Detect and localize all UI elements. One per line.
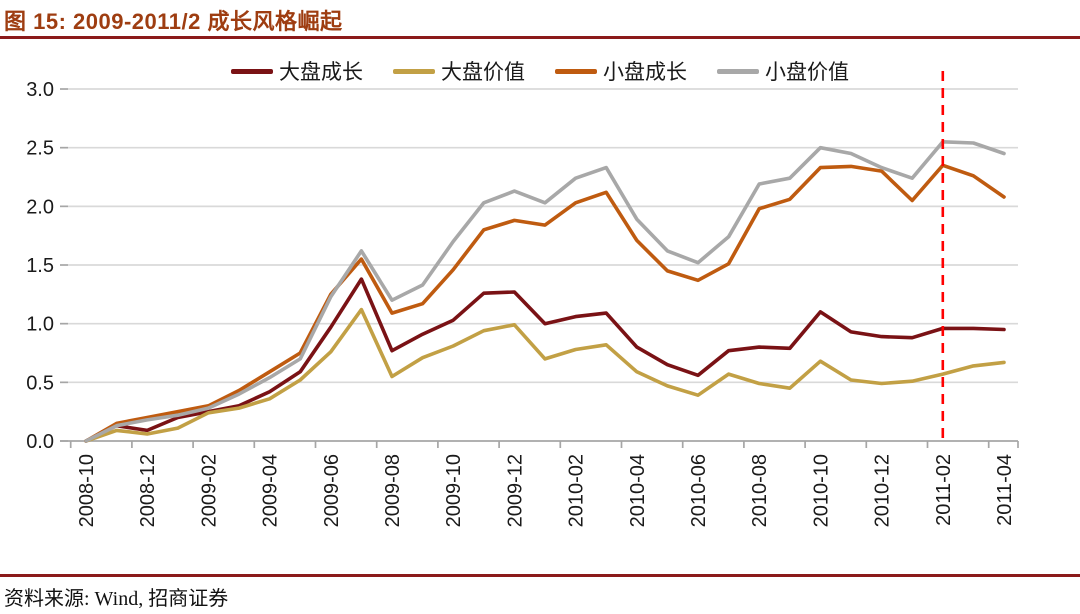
legend-label-large-cap-growth: 大盘成长 [279,60,363,84]
series-line-large-cap-growth [84,277,1006,443]
x-tick-label: 2009-04 [260,454,282,527]
legend-label-small-cap-value: 小盘价值 [765,60,849,84]
x-tick-label: 2008-12 [137,454,159,527]
x-tick-label: 2009-10 [443,454,465,527]
legend-swatch-large-cap-value [393,68,435,74]
x-tick-label: 2010-12 [872,454,894,527]
legend-swatch-small-cap-value [717,68,759,74]
y-tick-label: 2.0 [26,196,54,218]
series-line-large-cap-value [84,307,1006,443]
y-tick-label: 1.5 [26,255,54,277]
chart-legend: 大盘成长 大盘价值 小盘成长 小盘价值 [0,56,1080,86]
header-rule [0,36,1080,39]
x-tick-label: 2011-04 [994,454,1016,526]
x-tick-label: 2008-10 [76,454,98,527]
legend-swatch-large-cap-growth [231,68,273,74]
legend-item-large-cap-value: 大盘价值 [393,56,525,86]
legend-item-small-cap-value: 小盘价值 [717,56,849,86]
line-chart: 0.0 0.5 1.0 1.5 2.0 2.5 3.0 2008-10 2008-12 2009-… [26,71,1019,527]
y-tick-label: 1.0 [26,314,54,336]
legend-item-large-cap-growth: 大盘成长 [231,56,363,86]
x-tick-label: 2010-02 [566,454,588,527]
x-tick-label: 2009-12 [504,454,526,527]
figure-title: 图 15: 2009-2011/2 成长风格崛起 [4,9,343,34]
series-line-small-cap-growth [84,163,1006,443]
legend-swatch-small-cap-growth [555,68,597,74]
x-tick-label: 2010-08 [749,454,771,527]
x-tick-label: 2009-06 [321,454,343,527]
x-tick-label: 2009-08 [382,454,404,527]
x-tick-label: 2009-02 [198,454,220,527]
legend-label-large-cap-value: 大盘价值 [441,60,525,84]
footer-rule [0,574,1080,577]
series-line-small-cap-value [84,140,1006,443]
x-tick-label: 2010-06 [688,454,710,527]
y-tick-label: 0.0 [26,431,54,453]
x-tick-label: 2011-02 [933,454,955,526]
y-tick-label: 3.0 [26,79,54,101]
source-attribution: 资料来源: Wind, 招商证券 [4,588,229,610]
y-tick-label: 0.5 [26,372,54,394]
x-tick-label: 2010-04 [627,454,649,527]
legend-item-small-cap-growth: 小盘成长 [555,56,687,86]
y-tick-label: 2.5 [26,138,54,160]
legend-label-small-cap-growth: 小盘成长 [603,60,687,84]
x-tick-label: 2010-10 [810,454,832,527]
